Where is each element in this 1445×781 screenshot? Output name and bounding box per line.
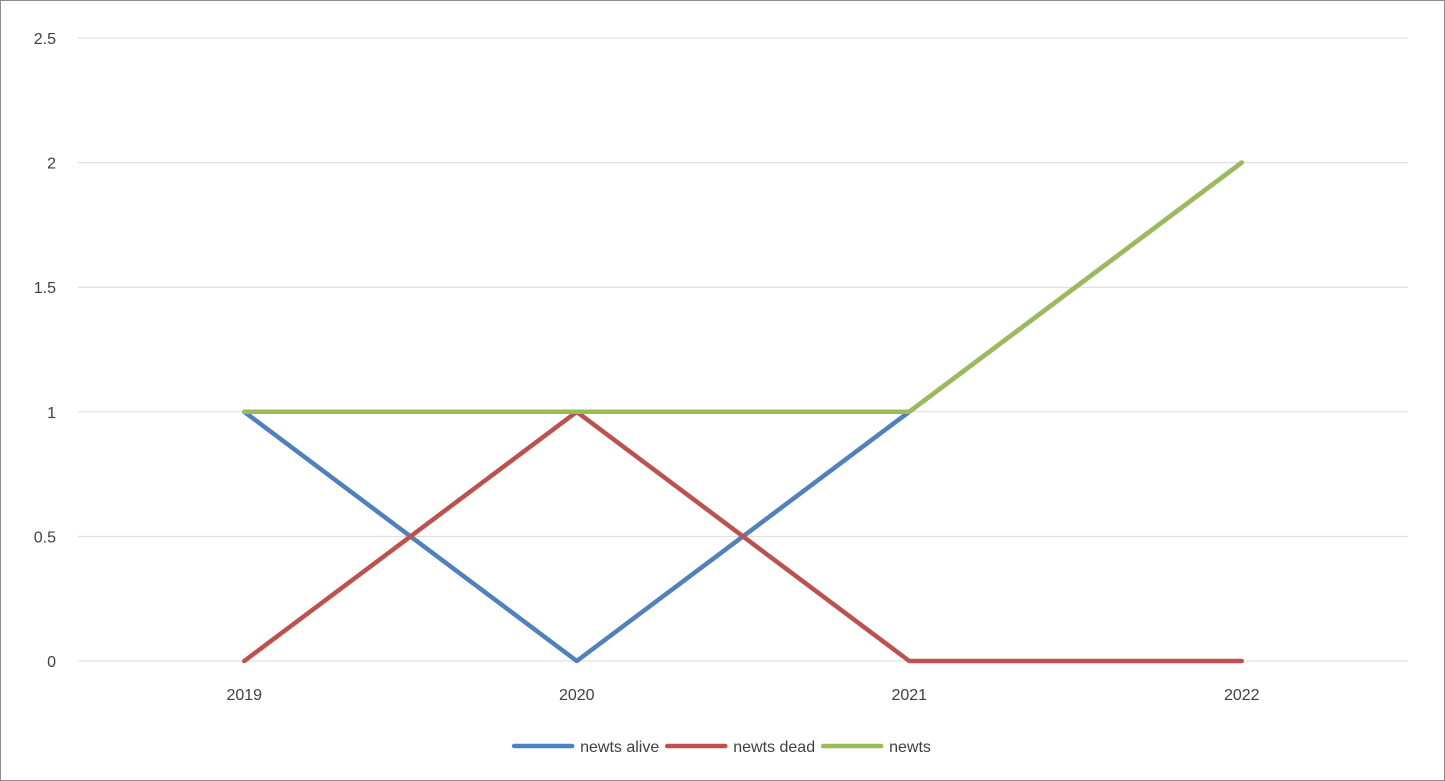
x-axis-ticks: 2019 2020 2021 2022 [226, 687, 1259, 704]
x-tick-label: 2021 [891, 687, 927, 704]
y-tick-label: 0.5 [34, 529, 56, 546]
series-line-newts [242, 160, 1244, 415]
legend-label: newts alive [580, 739, 659, 756]
gridlines [78, 37, 1408, 662]
x-tick-label: 2019 [226, 687, 262, 704]
y-tick-label: 2 [47, 156, 56, 173]
x-tick-label: 2022 [1224, 687, 1260, 704]
series-lines [242, 160, 1244, 664]
y-tick-label: 1 [47, 405, 56, 422]
legend: newts alive newts dead newts [511, 739, 931, 756]
y-tick-label: 0 [47, 654, 56, 671]
y-tick-label: 1.5 [34, 280, 56, 297]
x-tick-label: 2020 [559, 687, 595, 704]
legend-label: newts dead [733, 739, 815, 756]
legend-label: newts [889, 739, 931, 756]
y-tick-label: 2.5 [34, 31, 56, 48]
series-line-newts-dead [242, 409, 1244, 664]
y-axis-ticks: 0 0.5 1 1.5 2 2.5 [34, 31, 56, 671]
